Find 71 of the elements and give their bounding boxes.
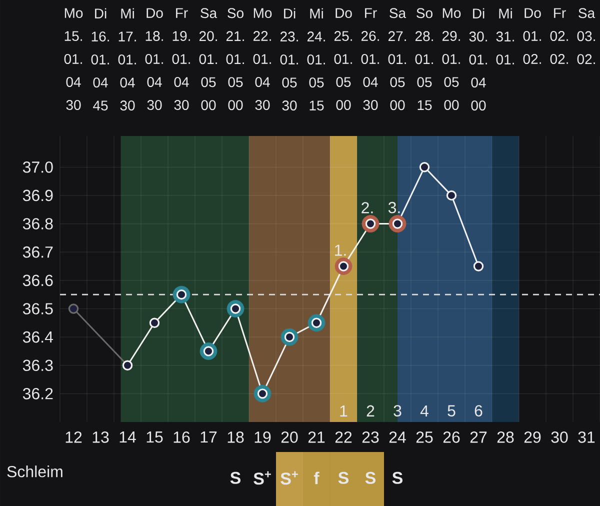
category-label: f [314, 472, 320, 484]
text: Schleim [7, 466, 62, 478]
y-tick-label: 36.8 [22, 218, 53, 230]
annotation: 4 [420, 405, 428, 416]
x2-tick-label: Mo 15. 01. 04 30 [64, 8, 83, 110]
category-label: S [338, 472, 349, 484]
y-tick-label: 36.4 [22, 331, 53, 343]
x2-tick-label: Di 30. 01. 04 00 [469, 8, 487, 110]
category-label: S [230, 472, 241, 484]
x-tick-label: 19 [254, 432, 271, 443]
x2-tick-label: Do 18. 01. 04 30 [145, 8, 163, 110]
x-tick-label: 14 [120, 432, 136, 443]
x-tick-label: 31 [578, 432, 595, 443]
x2-tick-label: Do 01. 02. [523, 8, 541, 64]
annotation: 2 [366, 405, 374, 416]
annotation: 1 [340, 405, 348, 416]
category-label: S$^{+}$ [254, 471, 271, 485]
y-tick-label: 36.2 [22, 388, 53, 400]
x-tick-label: 16 [174, 432, 190, 443]
x2-tick-label: Sa 20. 01. 05 00 [199, 8, 218, 110]
x2-tick-label: Mi 31. 01. [496, 8, 514, 64]
x-tick-label: 22 [335, 432, 352, 443]
x2-tick-label: Mo 22. 01. 04 30 [253, 8, 272, 110]
x2-tick-label: Di 16. 01. 04 45 [91, 8, 109, 110]
x2-tick-label: Mi 24. 01. 05 15 [307, 8, 325, 110]
x2-tick-label: So 28. 01. 05 15 [415, 8, 433, 110]
annotation: 3. [388, 202, 400, 214]
x2-tick-label: Mo 29. 01. 05 00 [442, 8, 461, 110]
x-tick-label: 17 [200, 432, 217, 443]
x-tick-label: 20 [281, 432, 298, 443]
x-tick-label: 27 [470, 432, 487, 443]
y-tick-label: 36.6 [22, 274, 53, 286]
x2-tick-label: Fr 02. 02. [550, 8, 568, 64]
y-tick-label: 36.9 [22, 190, 53, 202]
annotation: 3 [394, 405, 402, 416]
x2-tick-label: Mi 17. 01. 04 30 [118, 8, 136, 110]
y-tick-label: 37.0 [22, 161, 53, 173]
x-tick-label: 30 [551, 432, 568, 443]
point [68, 304, 79, 314]
x2-tick-label: Sa 03. 02. [577, 8, 596, 64]
x2-tick-label: Sa 27. 01. 05 00 [388, 8, 406, 110]
x-tick-label: 23 [362, 432, 379, 443]
x-tick-label: 21 [308, 432, 325, 443]
x-tick-label: 18 [228, 432, 244, 443]
category-label: S$^{+}$ [280, 471, 298, 485]
x2-tick-label: Fr 19. 01. 04 30 [172, 8, 190, 110]
x-tick-label: 13 [92, 432, 109, 443]
point [473, 261, 484, 272]
x-tick-label: 25 [416, 432, 433, 443]
x-tick-label: 26 [443, 432, 460, 443]
category-label: S [365, 472, 376, 484]
point [149, 318, 160, 328]
category-label: S [392, 472, 403, 484]
x-tick-label: 12 [66, 432, 82, 443]
point [446, 190, 457, 201]
x2-tick-label: Fr 26. 01. 04 30 [361, 8, 379, 110]
x-tick-label: 29 [524, 432, 541, 443]
y-tick-label: 36.5 [22, 303, 53, 314]
y-tick-label: 36.7 [22, 246, 53, 258]
x2-tick-label: Do 25. 01. 05 00 [334, 8, 352, 110]
annotation: 5 [448, 405, 456, 416]
x-tick-label: 24 [389, 432, 406, 443]
x-tick-label: 28 [497, 432, 514, 443]
x-tick-label: 15 [146, 432, 163, 443]
annotation: 6 [474, 405, 482, 416]
y-tick-label: 36.3 [22, 360, 53, 372]
annotation: 1. [335, 244, 346, 256]
annotation: 2. [362, 202, 373, 214]
x2-tick-label: Di 23. 01. 05 30 [280, 8, 298, 110]
point [419, 162, 430, 172]
x2-tick-label: So 21. 01. 05 00 [226, 8, 244, 110]
